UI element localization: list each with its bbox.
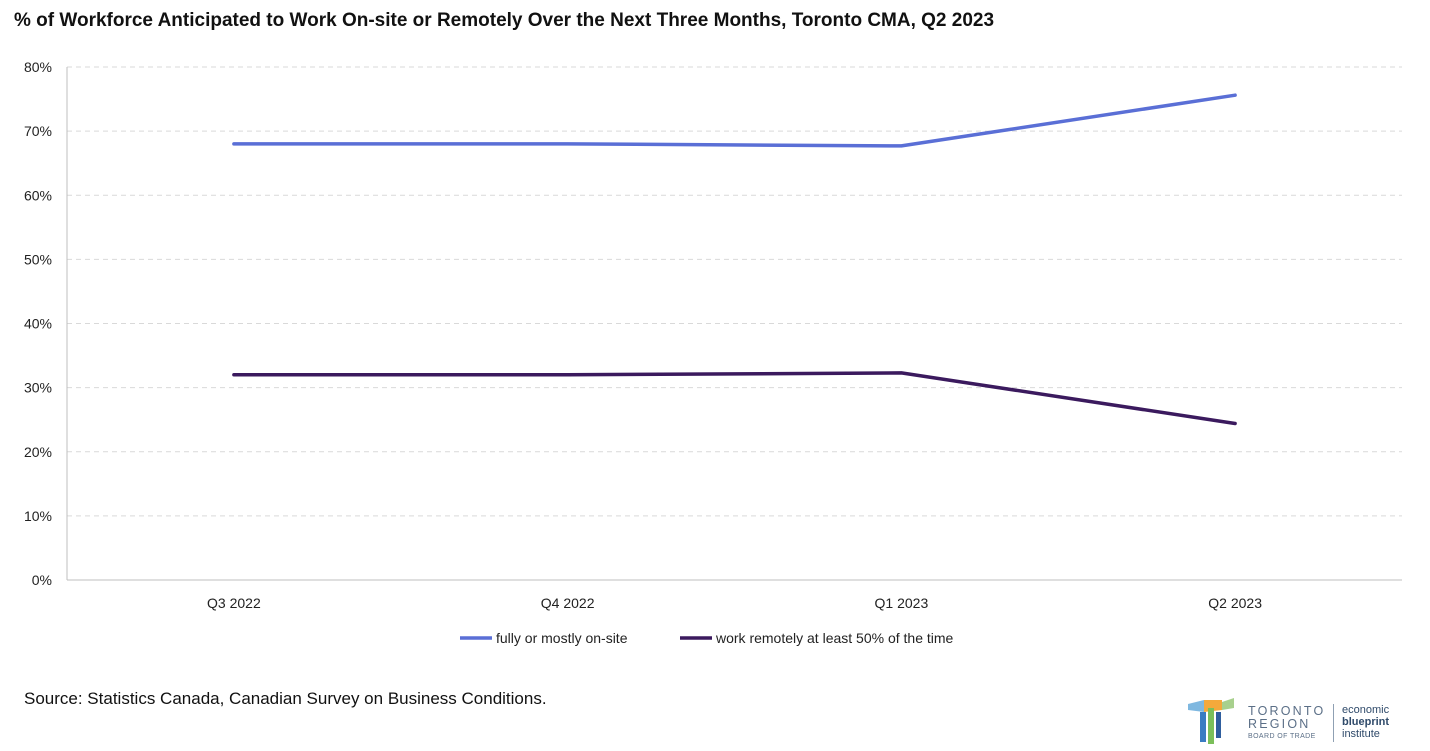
x-tick-label: Q1 2023 [875, 595, 929, 611]
x-tick-label: Q4 2022 [541, 595, 595, 611]
legend-label: work remotely at least 50% of the time [715, 630, 954, 646]
series-line-1 [232, 93, 1237, 148]
y-tick-label: 40% [24, 316, 52, 332]
ebi-logo-text: economic blueprint institute [1342, 704, 1390, 740]
source-note: Source: Statistics Canada, Canadian Surv… [24, 689, 547, 708]
line-chart: 0% 10% 20% 30% 40% 50% 60% 70% 80% Q3 2022 Q4 202… [24, 59, 1402, 646]
x-tick-label: Q3 2022 [207, 595, 261, 611]
y-tick-label: 50% [24, 251, 52, 267]
x-axis: Q3 2022 Q4 2022 Q1 2023 Q2 2023 [66, 67, 1402, 611]
y-tick-label: 0% [32, 572, 52, 588]
y-tick-label: 10% [24, 508, 52, 524]
series-line-2 [232, 371, 1237, 426]
series-lines [232, 93, 1237, 426]
toronto-region-logo: TORONTO REGION BOARD OF TRADE economic b… [1186, 698, 1406, 746]
y-tick-label: 60% [24, 187, 52, 203]
trbot-mark-icon [1188, 698, 1234, 744]
logo-text: TORONTO REGION [1248, 704, 1326, 731]
x-tick-label: Q2 2023 [1208, 595, 1262, 611]
y-tick-label: 30% [24, 380, 52, 396]
y-tick-label: 80% [24, 59, 52, 75]
legend: fully or mostly on-site work remotely at … [460, 630, 954, 646]
y-tick-label: 20% [24, 444, 52, 460]
logo-divider [1333, 704, 1334, 742]
y-tick-label: 70% [24, 123, 52, 139]
gridlines [67, 66, 1402, 517]
legend-label: fully or mostly on-site [496, 630, 628, 646]
chart-title: % of Workforce Anticipated to Work On-si… [14, 10, 995, 31]
y-axis-ticks: 0% 10% 20% 30% 40% 50% 60% 70% 80% [24, 59, 52, 588]
logo-subtext: BOARD OF TRADE [1248, 733, 1316, 740]
